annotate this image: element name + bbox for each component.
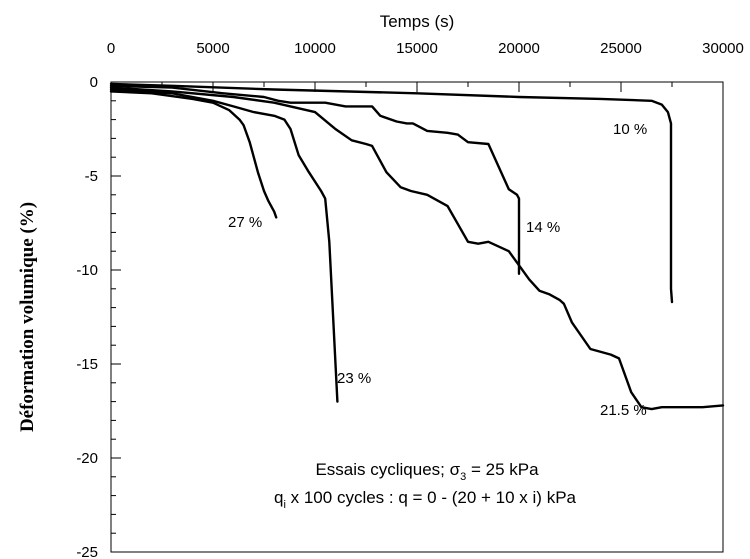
y-axis-ticks: 0 -5 -10 -15 -20 -25 — [76, 74, 121, 559]
x-tick-label: 10000 — [294, 40, 336, 57]
x-axis-ticks: 0 5000 10000 15000 20000 25000 30000 — [107, 40, 744, 92]
series-lines — [109, 82, 725, 411]
plot-frame — [110, 81, 724, 553]
y-tick-label: -15 — [76, 356, 98, 373]
y-tick-label: -5 — [85, 168, 98, 185]
series-label-27: 27 % — [228, 214, 262, 231]
annotation-line-2-prefix: q — [274, 488, 283, 507]
x-tick-label: 0 — [107, 40, 115, 57]
annotation-line-2-sub: i — [283, 499, 285, 511]
annotation-line-2-suffix: x 100 cycles : q = 0 - (20 + 10 x i) kPa — [286, 488, 577, 507]
series-label-21-5: 21.5 % — [600, 402, 647, 419]
x-tick-label: 15000 — [396, 40, 438, 57]
y-tick-label: -20 — [76, 450, 98, 467]
x-axis-title: Temps (s) — [380, 12, 455, 31]
series-label-10: 10 % — [613, 121, 647, 138]
annotation-line-1-prefix: Essais cycliques; σ — [315, 460, 460, 479]
annotation-line-1-sub: 3 — [460, 471, 466, 483]
series-line-4 — [109, 88, 339, 403]
y-tick-label: -10 — [76, 262, 98, 279]
series-label-23: 23 % — [337, 370, 371, 387]
y-tick-label: 0 — [90, 74, 98, 91]
series-line-2 — [109, 84, 521, 275]
series-line-3 — [109, 86, 725, 411]
series-line-1 — [109, 82, 674, 304]
series-line-5 — [109, 90, 278, 219]
series-label-14: 14 % — [526, 219, 560, 236]
annotation-line-1-suffix: = 25 kPa — [466, 460, 539, 479]
x-tick-label: 20000 — [498, 40, 540, 57]
x-tick-label: 25000 — [600, 40, 642, 57]
x-tick-label: 30000 — [702, 40, 744, 57]
annotation-line-1: Essais cycliques; σ3 = 25 kPa — [315, 460, 539, 483]
x-tick-label: 5000 — [196, 40, 229, 57]
annotation-line-2: qi x 100 cycles : q = 0 - (20 + 10 x i) … — [274, 488, 577, 511]
y-tick-label: -25 — [76, 544, 98, 559]
y-axis-title: Déformation volumique (%) — [17, 202, 38, 432]
